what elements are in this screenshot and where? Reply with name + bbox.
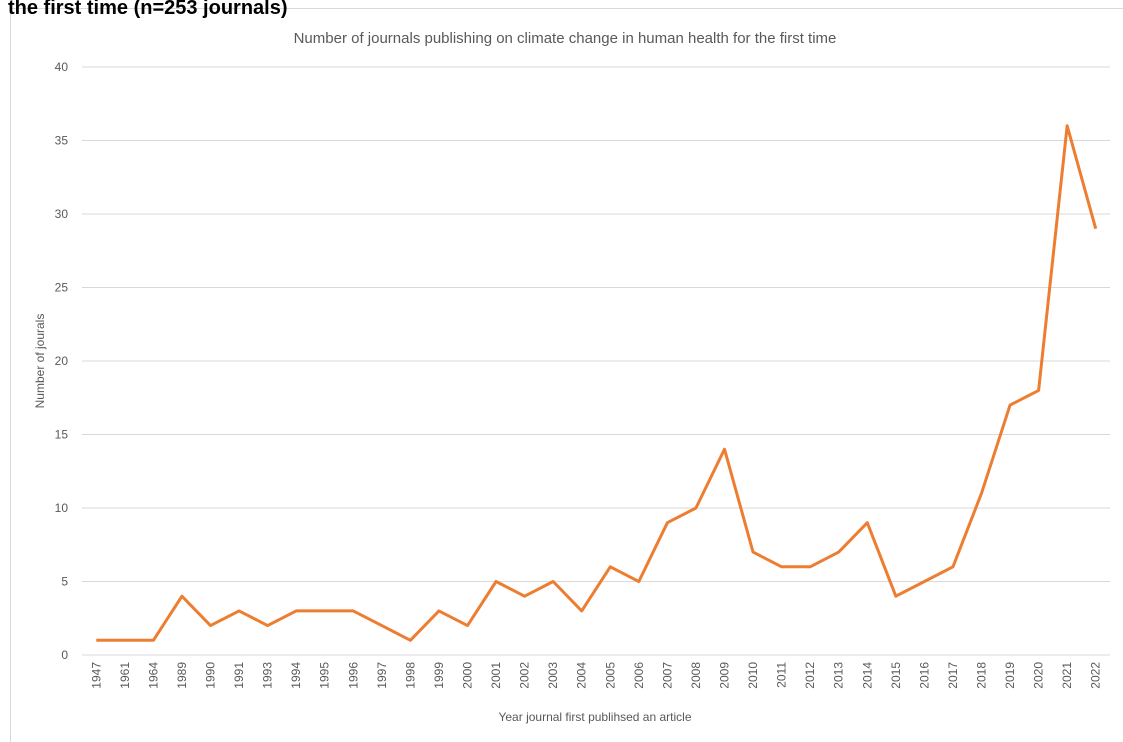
x-axis-title: Year journal first publihsed an article	[498, 710, 691, 724]
x-tick-label: 2022	[1089, 662, 1103, 689]
x-tick-label: 2008	[689, 662, 703, 689]
x-tick-label: 1990	[204, 662, 218, 689]
x-tick-label: 2021	[1060, 662, 1074, 689]
y-tick-label: 25	[55, 281, 69, 295]
x-tick-label: 1998	[403, 662, 417, 689]
x-tick-label: 2011	[775, 662, 789, 688]
y-tick-label: 30	[55, 207, 69, 221]
x-tick-label: 2005	[603, 662, 617, 689]
x-tick-label: 1964	[146, 662, 160, 689]
data-line	[96, 124, 1098, 642]
x-tick-label: 2016	[917, 662, 931, 689]
x-tick-label: 1947	[89, 662, 103, 689]
x-tick-label: 1994	[289, 662, 303, 689]
x-tick-label: 2007	[660, 662, 674, 689]
y-tick-label: 40	[55, 60, 69, 74]
x-tick-label: 2003	[546, 662, 560, 689]
x-tick-label: 1996	[346, 662, 360, 689]
x-tick-label: 2001	[489, 662, 503, 689]
y-axis-title: Number of jourals	[33, 314, 47, 409]
x-tick-label: 2002	[518, 662, 532, 689]
y-tick-label: 15	[55, 428, 69, 442]
x-tick-label: 1997	[375, 662, 389, 689]
y-tick-label: 0	[61, 648, 68, 662]
y-tick-label: 35	[55, 134, 69, 148]
x-tick-label: 1993	[261, 662, 275, 689]
x-tick-label: 1995	[318, 662, 332, 689]
x-tick-label: 2000	[461, 662, 475, 689]
chart-title: Number of journals publishing on climate…	[294, 30, 837, 47]
x-tick-label: 2017	[946, 662, 960, 689]
page-heading: the first time (n=253 journals)	[8, 0, 288, 19]
y-tick-label: 20	[55, 354, 69, 368]
x-tick-label: 2018	[975, 662, 989, 689]
x-tick-label: 2015	[889, 662, 903, 689]
x-tick-label: 2009	[718, 662, 732, 689]
x-tick-label: 1989	[175, 662, 189, 689]
x-tick-label: 2010	[746, 662, 760, 689]
chart-border	[10, 8, 1123, 742]
x-tick-label: 1999	[432, 662, 446, 689]
x-tick-label: 2012	[803, 662, 817, 689]
y-tick-label: 10	[55, 501, 69, 515]
x-tick-label: 2019	[1003, 662, 1017, 689]
x-tick-label: 2013	[832, 662, 846, 689]
x-tick-label: 2006	[632, 662, 646, 689]
x-tick-label: 1961	[118, 662, 132, 689]
x-tick-label: 1991	[232, 662, 246, 689]
x-tick-label: 2004	[575, 662, 589, 689]
x-tick-label: 2014	[860, 662, 874, 689]
y-tick-label: 5	[61, 575, 68, 589]
x-tick-label: 2020	[1032, 662, 1046, 689]
